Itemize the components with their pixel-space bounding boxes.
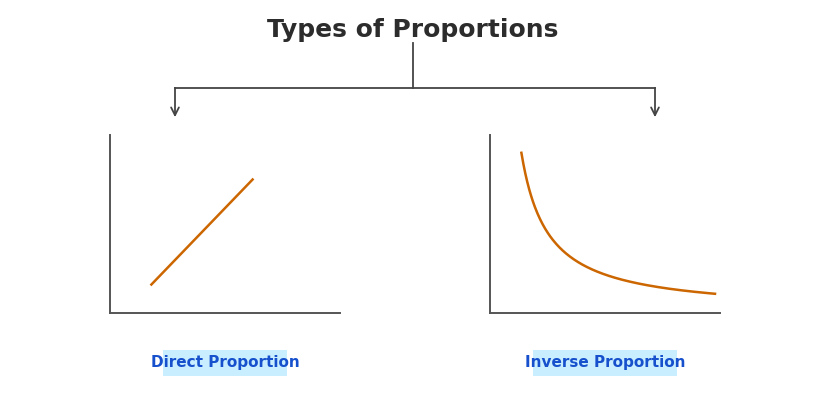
Text: Inverse Proportion: Inverse Proportion — [525, 356, 686, 370]
FancyBboxPatch shape — [533, 350, 677, 376]
Text: Direct Proportion: Direct Proportion — [151, 356, 299, 370]
Text: Types of Proportions: Types of Proportions — [267, 18, 559, 42]
FancyBboxPatch shape — [163, 350, 287, 376]
